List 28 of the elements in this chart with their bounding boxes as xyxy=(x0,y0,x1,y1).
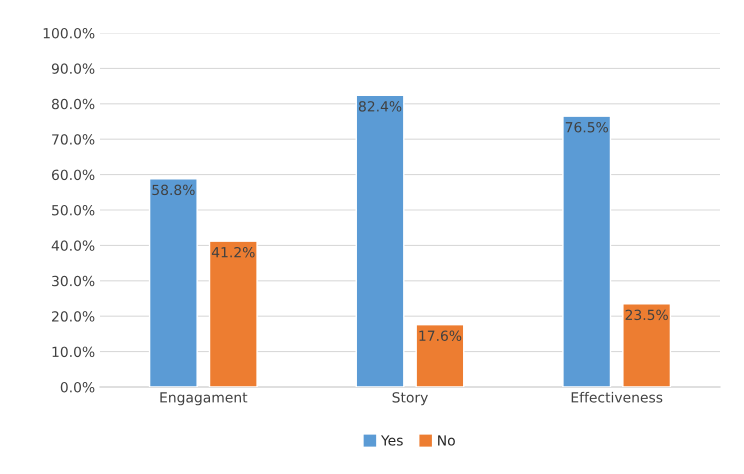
legend-label: Yes xyxy=(380,435,403,446)
bar xyxy=(562,115,612,387)
data-label: 41.2% xyxy=(212,246,255,258)
bar xyxy=(416,324,464,387)
data-label: 17.6% xyxy=(419,330,462,341)
bar xyxy=(208,240,258,387)
x-tick-label: Effectiveness xyxy=(572,392,662,403)
y-tick-label: 20.0% xyxy=(52,311,94,322)
y-tick-label: 40.0% xyxy=(52,240,94,251)
y-tick-label: 90.0% xyxy=(52,63,94,74)
data-label: 76.5% xyxy=(566,122,608,132)
y-tick-label: 100.0% xyxy=(44,28,94,38)
x-tick-label: Engagament xyxy=(160,392,248,406)
y-tick-label: 10.0% xyxy=(52,346,94,358)
x-tick-label: Story xyxy=(392,392,428,406)
bar xyxy=(356,94,404,387)
y-tick-label: 50.0% xyxy=(52,204,94,216)
bar xyxy=(148,178,198,387)
bar xyxy=(622,303,672,387)
y-tick-label: 30.0% xyxy=(52,276,94,286)
data-label: 23.5% xyxy=(626,310,668,320)
y-tick-label: 70.0% xyxy=(52,134,94,145)
legend-label: No xyxy=(438,435,455,446)
y-tick-label: 60.0% xyxy=(52,170,94,180)
y-tick-label: 0.0% xyxy=(60,382,94,392)
data-label: 82.4% xyxy=(358,101,402,112)
y-tick-label: 80.0% xyxy=(52,98,94,110)
data-label: 58.8% xyxy=(152,184,195,196)
